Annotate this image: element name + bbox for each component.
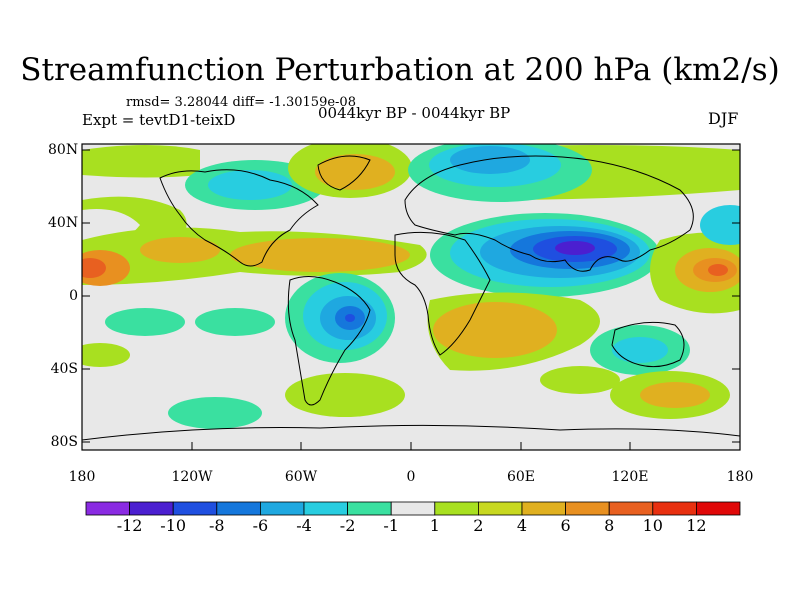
period-label: 0044kyr BP - 0044kyr BP <box>318 104 511 122</box>
colorbar-swatch <box>477 501 523 516</box>
colorbar-swatch <box>85 501 130 516</box>
colorbar-swatch <box>259 501 305 516</box>
colorbar-swatch <box>172 501 218 516</box>
field-contour <box>195 308 275 336</box>
lat-label-80s: 80S <box>50 434 78 450</box>
lon-label-180w: 180 <box>68 469 96 485</box>
colorbar <box>85 501 741 516</box>
field-contour <box>433 302 557 358</box>
plot-title: Streamfunction Perturbation at 200 hPa (… <box>20 52 780 88</box>
field-contour <box>450 146 530 174</box>
map-field <box>82 144 740 450</box>
colorbar-label: -6 <box>252 516 269 535</box>
field-contour <box>640 382 710 408</box>
coastlines <box>82 155 740 441</box>
colorbar-swatch <box>434 501 479 516</box>
colorbar-label: 4 <box>516 516 528 535</box>
colorbar-label: -4 <box>296 516 312 535</box>
lat-label-0: 0 <box>69 288 78 304</box>
lon-label-60w: 60W <box>284 469 318 485</box>
field-contour <box>708 264 728 276</box>
colorbar-swatch <box>303 501 348 516</box>
lon-ticks <box>81 442 741 450</box>
field-contour <box>82 343 130 367</box>
colorbar-label: -10 <box>160 516 187 535</box>
lat-label-40s: 40S <box>50 361 78 377</box>
field-contour <box>285 373 405 417</box>
colorbar-swatch <box>216 501 261 516</box>
colorbar-label: 2 <box>473 516 484 535</box>
coast-north-america <box>159 169 319 267</box>
colorbar-swatch <box>347 501 392 516</box>
coast-africa <box>394 231 491 356</box>
colorbar-label: -2 <box>339 516 356 535</box>
rmsd-stats: rmsd= 3.28044 diff= -1.30159e-08 <box>126 95 356 110</box>
field-contour <box>208 170 292 200</box>
lat-label-40n: 40N <box>48 215 79 231</box>
lon-label-0: 0 <box>406 469 416 485</box>
field-contour <box>540 366 620 394</box>
coast-greenland <box>317 155 371 191</box>
field-contour <box>345 314 355 322</box>
field-contour <box>700 205 740 245</box>
colorbar-label: 8 <box>604 516 615 535</box>
colorbar-label: -1 <box>383 516 399 535</box>
field-contour <box>105 308 185 336</box>
coast-antarctica <box>82 424 740 441</box>
coast-south-america <box>287 276 371 406</box>
lon-label-120e: 120E <box>611 469 649 485</box>
field-contour <box>315 154 395 190</box>
colorbar-swatch <box>652 501 697 516</box>
colorbar-label: 10 <box>642 516 663 535</box>
field-contour <box>555 241 595 255</box>
field-contour <box>140 237 220 263</box>
season-label: DJF <box>708 109 739 128</box>
lon-label-60e: 60E <box>506 469 536 485</box>
colorbar-label: -12 <box>116 516 143 535</box>
colorbar-swatch <box>390 501 436 516</box>
colorbar-label: 1 <box>429 516 440 535</box>
colorbar-swatch <box>608 501 654 516</box>
lon-label-120w: 120W <box>171 469 213 485</box>
lat-label-80n: 80N <box>48 142 79 158</box>
lon-label-180e: 180 <box>726 469 754 485</box>
colorbar-label: 6 <box>560 516 571 535</box>
colorbar-swatch <box>521 501 566 516</box>
colorbar-label: 12 <box>686 516 707 535</box>
coast-australia <box>611 321 685 368</box>
lat-ticks <box>82 149 740 443</box>
field-contour <box>230 238 410 272</box>
experiment-label: Expt = tevtD1-teixD <box>82 111 236 129</box>
field-contour <box>82 258 106 278</box>
colorbar-swatch <box>565 501 610 516</box>
field-contour <box>612 337 668 363</box>
colorbar-swatch <box>696 501 741 516</box>
field-contour <box>168 397 262 429</box>
coast-eurasia <box>404 155 694 272</box>
colorbar-label: -8 <box>209 516 225 535</box>
colorbar-swatch <box>129 501 174 516</box>
field-contour <box>82 145 200 178</box>
